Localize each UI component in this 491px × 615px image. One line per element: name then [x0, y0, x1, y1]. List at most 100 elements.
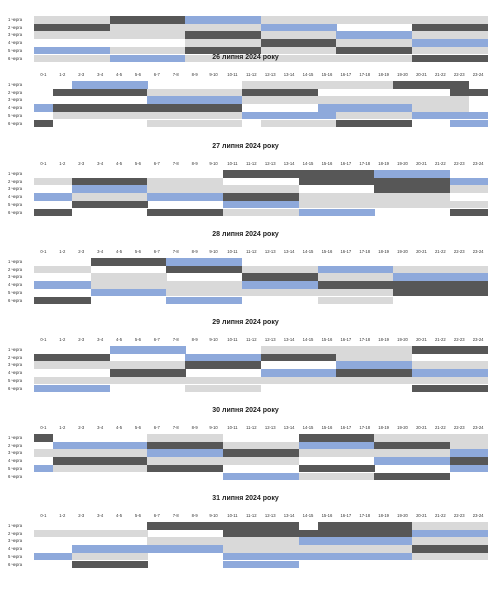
schedule-cell: [355, 434, 375, 442]
schedule-cell: [449, 111, 470, 120]
schedule-cell: [430, 457, 451, 465]
schedule-cell: [355, 46, 375, 55]
schedule-cell: [317, 464, 337, 473]
schedule-cell: [260, 545, 281, 553]
schedule-cell: [71, 296, 92, 305]
schedule-cell: [204, 46, 224, 55]
schedule-cell: [90, 258, 110, 266]
hour-header: 5-6: [134, 513, 141, 518]
schedule-cell: [260, 208, 281, 217]
schedule-cell: [90, 31, 110, 40]
schedule-cell: [374, 522, 394, 530]
schedule-cell: [355, 361, 375, 370]
schedule-cell: [241, 39, 262, 47]
schedule-cell: [449, 346, 470, 354]
schedule-cell: [336, 376, 356, 385]
schedule-cell: [260, 273, 281, 282]
schedule-cell: [34, 434, 54, 442]
queue-label: 4 черга: [8, 458, 23, 464]
schedule-cell: [241, 522, 262, 530]
schedule-cell: [393, 376, 413, 385]
schedule-cell: [166, 265, 186, 274]
queue-label: 3 черга: [8, 450, 23, 456]
hour-header: 3-4: [97, 425, 104, 430]
schedule-cell: [374, 457, 394, 465]
schedule-cell: [109, 449, 129, 458]
schedule-cell: [336, 288, 356, 297]
schedule-cell: [147, 449, 167, 458]
schedule-cell: [412, 281, 432, 289]
schedule-cell: [52, 88, 73, 97]
hour-header: 9-10: [209, 337, 218, 342]
schedule-cell: [223, 208, 243, 217]
hour-header: 6-7: [153, 337, 160, 342]
schedule-cell: [166, 296, 186, 305]
schedule-cell: [204, 384, 224, 393]
schedule-cell: [468, 464, 488, 473]
schedule-cell: [260, 46, 281, 55]
schedule-cell: [298, 434, 318, 442]
schedule-cell: [317, 545, 337, 553]
day-title: 31 липня 2024 року: [212, 495, 279, 502]
hour-header: 17-18: [359, 72, 371, 77]
schedule-cell: [336, 441, 356, 450]
schedule-cell: [298, 376, 318, 385]
hour-header: 16-17: [340, 425, 352, 430]
schedule-cell: [449, 529, 470, 538]
schedule-cell: [71, 464, 92, 473]
schedule-cell: [430, 281, 451, 289]
schedule-cell: [279, 88, 299, 97]
hour-header: 21-22: [434, 249, 446, 254]
schedule-cell: [71, 104, 92, 112]
hour-header: 2-3: [78, 72, 85, 77]
schedule-cell: [128, 193, 148, 201]
schedule-cell: [317, 81, 337, 89]
schedule-cell: [166, 23, 186, 32]
schedule-cell: [449, 545, 470, 553]
schedule-cell: [128, 449, 148, 458]
schedule-cell: [279, 346, 299, 354]
schedule-cell: [185, 281, 205, 289]
queue-label: 6 черга: [8, 473, 23, 479]
hour-header: 9-10: [209, 72, 218, 77]
schedule-cell: [449, 449, 470, 458]
schedule-cell: [204, 441, 224, 450]
schedule-cell: [412, 46, 432, 55]
schedule-cell: [336, 177, 356, 186]
schedule-cell: [336, 16, 356, 24]
schedule-cell: [241, 193, 262, 201]
queue-label: 2 черга: [8, 24, 23, 30]
schedule-cell: [449, 96, 470, 105]
hour-header: 17-18: [359, 161, 371, 166]
schedule-cell: [90, 273, 110, 282]
schedule-cell: [185, 88, 205, 97]
schedule-cell: [298, 552, 318, 561]
schedule-cell: [468, 441, 488, 450]
schedule-cell: [393, 200, 413, 209]
schedule-cell: [185, 258, 205, 266]
hour-header: 22-23: [453, 337, 465, 342]
schedule-cell: [298, 346, 318, 354]
schedule-cell: [52, 457, 73, 465]
schedule-cell: [147, 193, 167, 201]
schedule-cell: [34, 449, 54, 458]
schedule-cell: [298, 208, 318, 217]
schedule-cell: [71, 193, 92, 201]
hour-header: 15-16: [321, 249, 333, 254]
schedule-cell: [90, 529, 110, 538]
schedule-cell: [241, 81, 262, 89]
schedule-cell: [109, 346, 129, 354]
schedule-cell: [336, 104, 356, 112]
schedule-cell: [128, 81, 148, 89]
hour-header: 11-12: [246, 72, 257, 77]
hour-header: 10-11: [227, 337, 238, 342]
schedule-cell: [147, 281, 167, 289]
schedule-cell: [374, 104, 394, 112]
schedule-cell: [147, 376, 167, 385]
schedule-cell: [412, 369, 432, 377]
schedule-cell: [317, 54, 337, 63]
schedule-cell: [430, 376, 451, 385]
schedule-cell: [71, 23, 92, 32]
schedule-cell: [412, 200, 432, 209]
schedule-cell: [223, 384, 243, 393]
